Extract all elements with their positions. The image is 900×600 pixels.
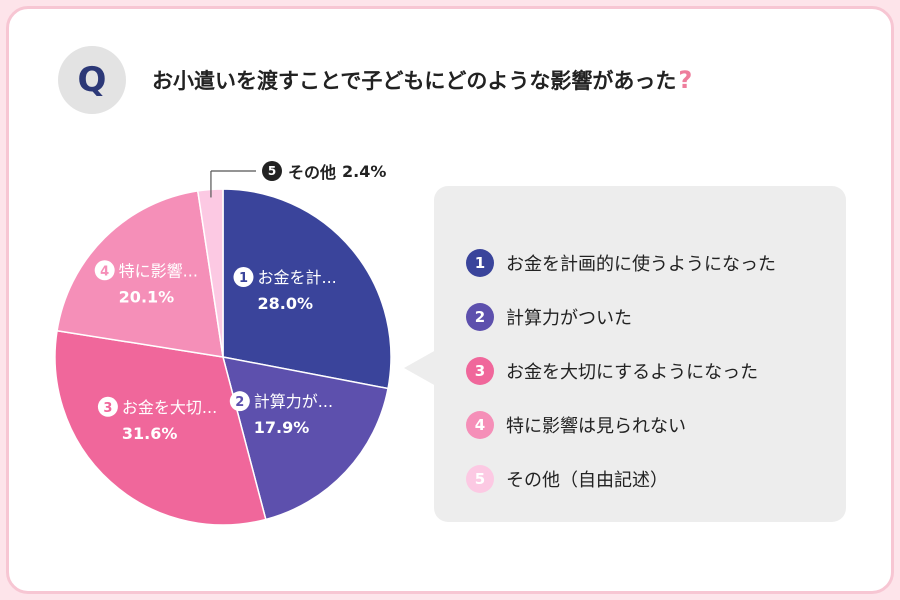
slice-num-badge (97, 396, 118, 417)
legend-num-badge: 1 (466, 249, 494, 277)
slice-num: 4 (100, 264, 109, 279)
legend-item: 1 お金を計画的に使うようになった (466, 236, 776, 290)
legend-label: 計算力がついた (506, 308, 632, 329)
question-mark-icon: ? (678, 66, 693, 94)
slice-label: お金を大切... (122, 398, 217, 417)
legend-num-badge: 3 (466, 357, 494, 385)
legend-item: 5 その他（自由記述） (466, 452, 776, 506)
legend-item: 2 計算力がついた (466, 290, 776, 344)
pie-slice (54, 329, 267, 526)
legend-num-badge: 4 (466, 411, 494, 439)
legend-item: 3 お金を大切にするようになった (466, 344, 776, 398)
other-callout-value: 2.4% (342, 161, 387, 181)
pie-slice (221, 356, 389, 521)
slice-value: 20.1% (119, 287, 175, 306)
slice-num: 1 (239, 271, 248, 286)
other-callout-label: その他 (288, 163, 337, 182)
legend-label: お金を計画的に使うようになった (506, 254, 776, 275)
other-callout: 5 その他 2.4% (262, 160, 386, 182)
legend-num-badge: 5 (466, 465, 494, 493)
legend-label: その他（自由記述） (506, 470, 668, 491)
q-badge: Q (58, 46, 126, 114)
slice-label: お金を計... (257, 268, 336, 287)
legend-pointer (404, 350, 436, 386)
slice-value: 28.0% (257, 294, 313, 313)
pie-slice (196, 188, 224, 358)
slice-num-badge (233, 267, 254, 288)
legend: 1 お金を計画的に使うようになった 2 計算力がついた 3 お金を大切にするよう… (466, 236, 776, 506)
slice-label: 特に影響... (119, 261, 198, 280)
pie-slice (56, 190, 224, 358)
slice-num-badge (94, 260, 115, 281)
question-text: お小遣いを渡すことで子どもにどのような影響があった (152, 69, 677, 93)
slice-num: 2 (235, 395, 244, 410)
slice-num-badge (229, 391, 250, 412)
legend-label: お金を大切にするようになった (506, 362, 759, 383)
legend-item: 4 特に影響は見られない (466, 398, 776, 452)
legend-label: 特に影響は見られない (506, 416, 686, 437)
pie-slice (222, 188, 392, 390)
slice-label: 計算力が... (254, 392, 333, 411)
slice-value: 17.9% (254, 418, 310, 437)
slice-value: 31.6% (122, 424, 178, 443)
legend-panel (434, 186, 846, 522)
legend-num-badge: 2 (466, 303, 494, 331)
slice-num: 3 (103, 401, 112, 416)
other-num-badge: 5 (262, 161, 282, 181)
question-title: お小遣いを渡すことで子どもにどのような影響があった ? (152, 62, 692, 98)
